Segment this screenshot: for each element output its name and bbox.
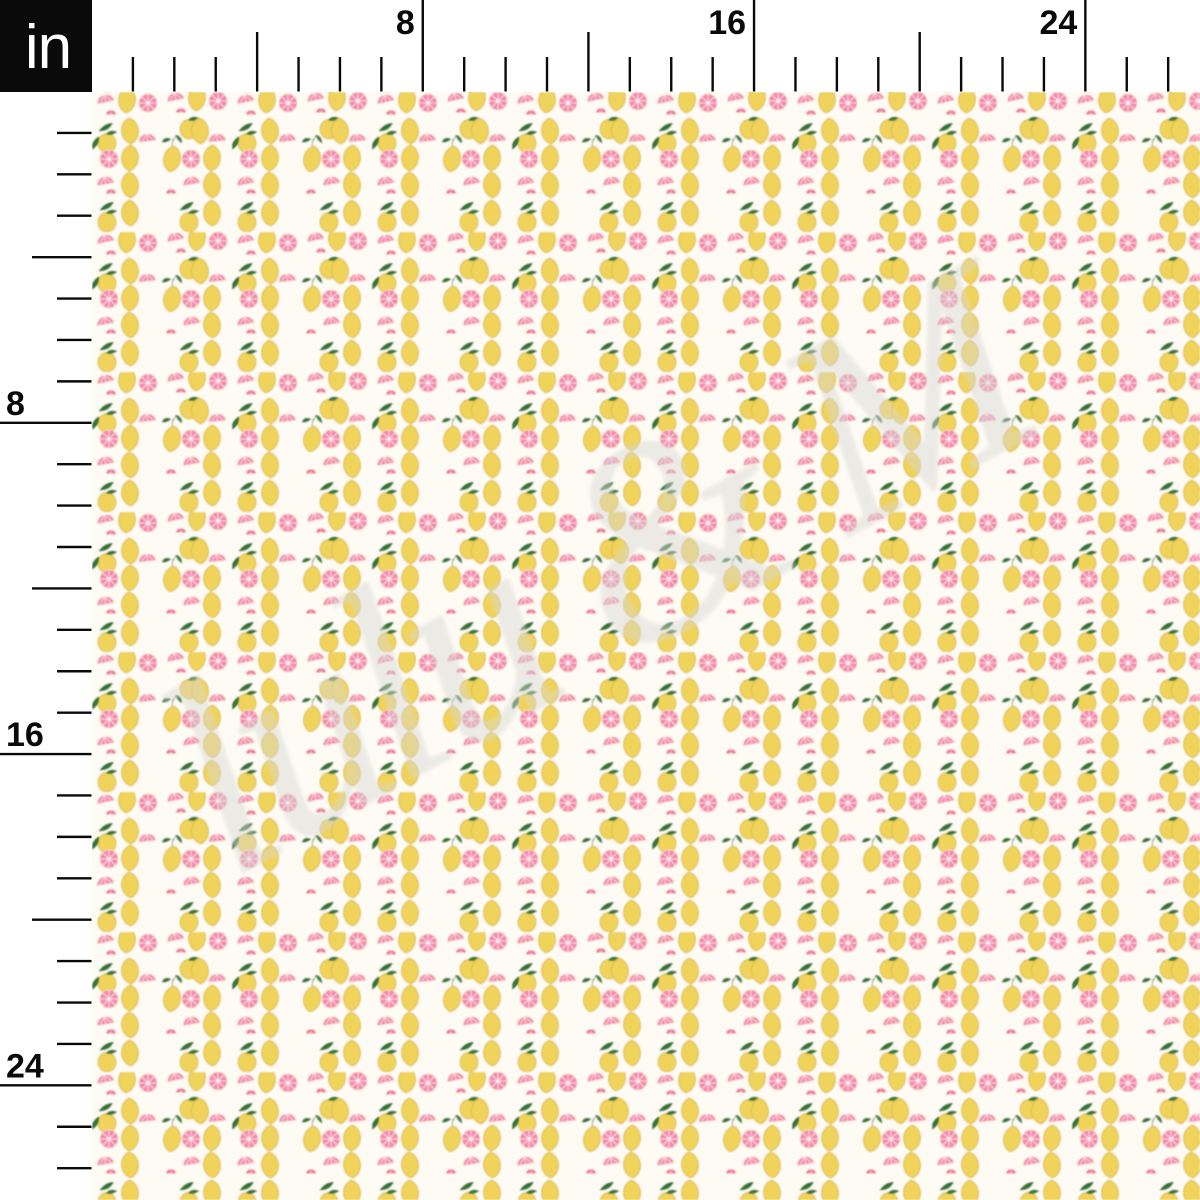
svg-text:in: in [25, 13, 71, 82]
svg-text:24: 24 [6, 1047, 44, 1085]
svg-text:16: 16 [708, 4, 746, 42]
svg-text:16: 16 [6, 716, 44, 754]
svg-text:8: 8 [396, 4, 415, 42]
svg-text:8: 8 [6, 385, 25, 423]
svg-text:24: 24 [1040, 4, 1078, 42]
